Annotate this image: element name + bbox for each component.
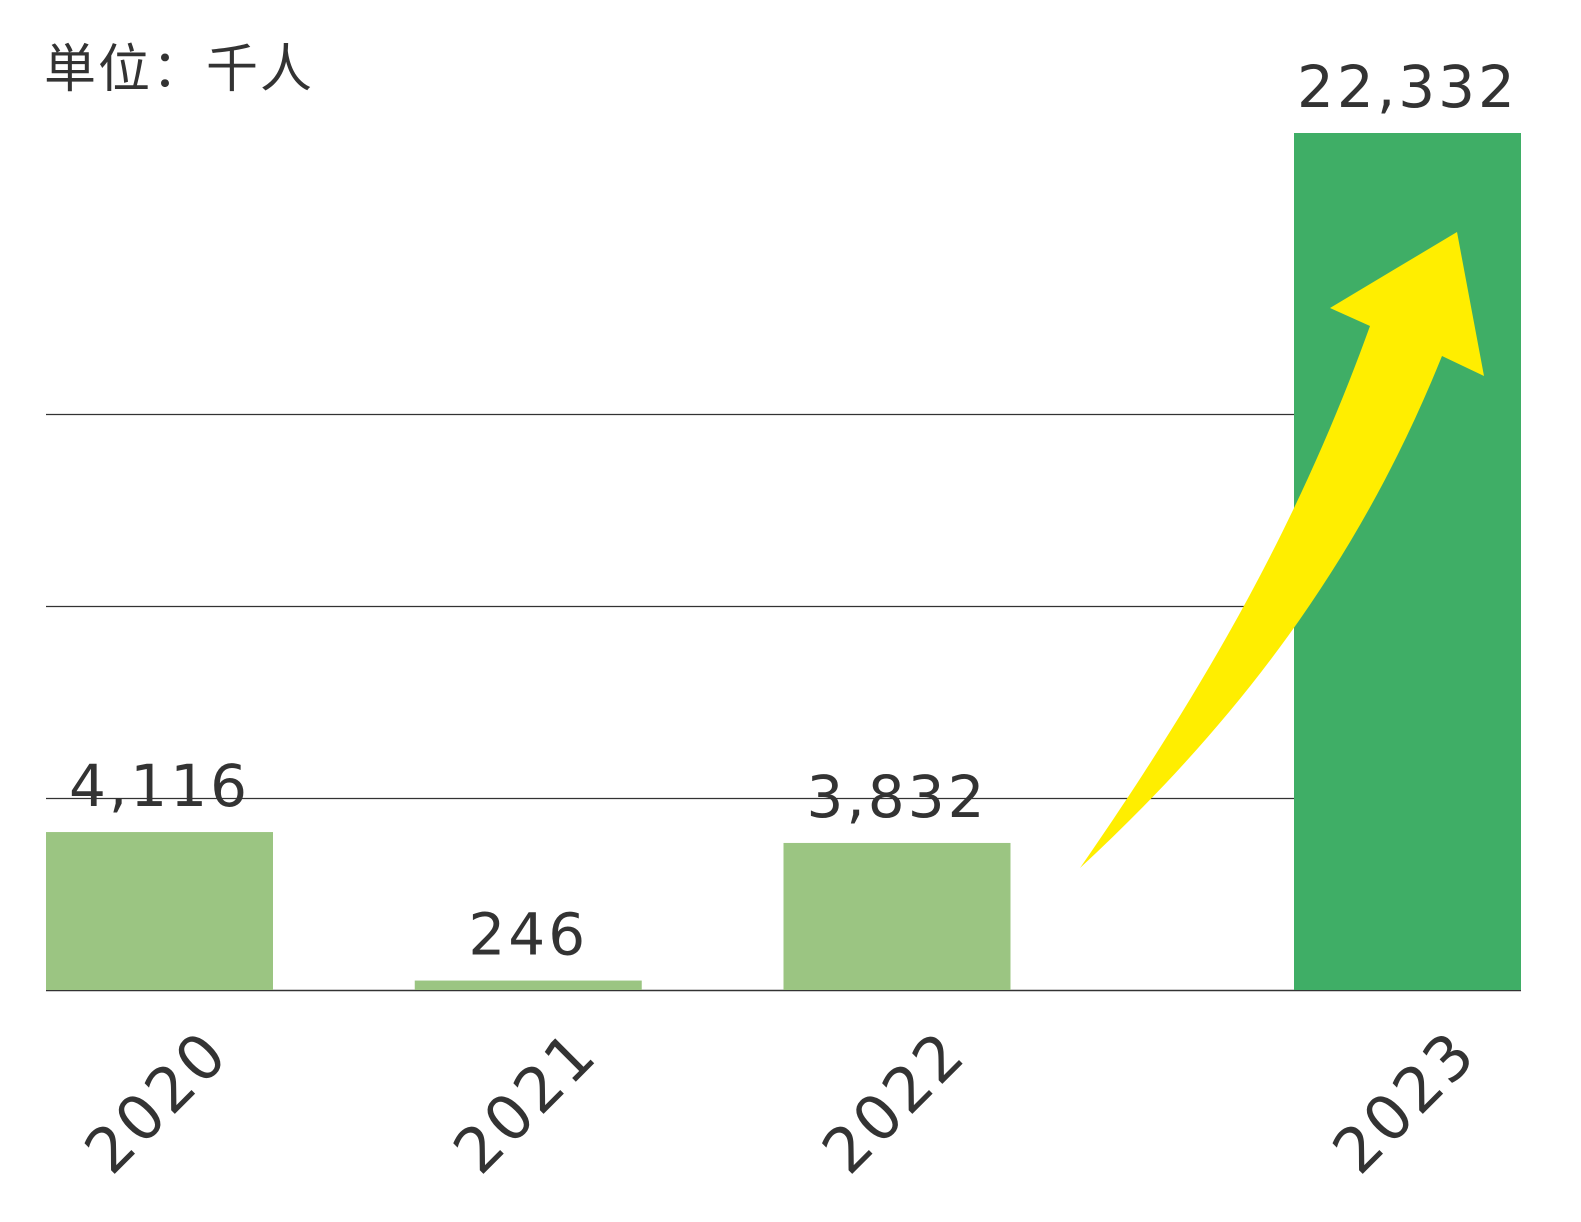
data-label-2021: 246 bbox=[468, 901, 588, 969]
x-tick-label-2020: 2020 bbox=[71, 1016, 243, 1188]
x-tick-label-2023: 2023 bbox=[1319, 1016, 1491, 1188]
data-label-2023: 22,332 bbox=[1297, 53, 1518, 121]
data-label-2020: 4,116 bbox=[69, 752, 250, 820]
bar-2022 bbox=[783, 842, 1011, 990]
x-tick-label-2021: 2021 bbox=[439, 1016, 611, 1188]
data-label-2022: 3,832 bbox=[806, 763, 987, 831]
unit-label: 単位：千人 bbox=[44, 40, 315, 100]
bar-2021 bbox=[414, 980, 642, 990]
growth-arrow bbox=[1080, 232, 1484, 868]
bar-2020 bbox=[46, 832, 273, 990]
x-tick-label-2022: 2022 bbox=[808, 1016, 980, 1188]
